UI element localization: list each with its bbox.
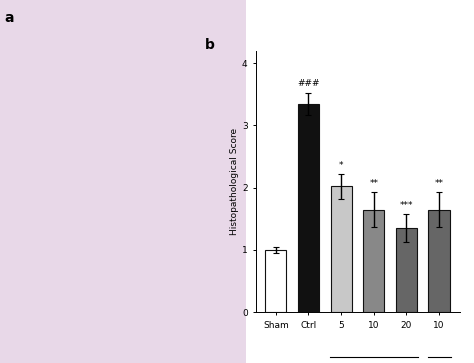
- Bar: [330, 187, 352, 312]
- Text: a: a: [5, 11, 14, 25]
- Text: **: **: [369, 179, 378, 188]
- Text: b: b: [205, 38, 215, 52]
- Y-axis label: Histopathological Score: Histopathological Score: [230, 128, 239, 235]
- Bar: [265, 250, 286, 312]
- Text: *: *: [339, 161, 343, 170]
- Bar: [396, 228, 417, 312]
- Text: **: **: [435, 179, 444, 188]
- Text: ***: ***: [400, 201, 413, 210]
- Bar: [298, 104, 319, 312]
- Bar: [428, 209, 450, 312]
- Bar: [363, 209, 384, 312]
- Text: ###: ###: [297, 79, 320, 88]
